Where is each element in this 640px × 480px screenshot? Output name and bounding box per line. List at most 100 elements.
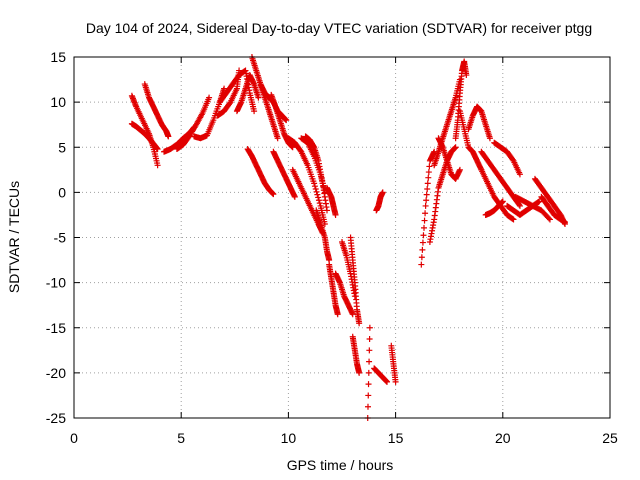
data-point — [366, 336, 373, 343]
series-arc-24 — [347, 234, 363, 327]
series-arc-22 — [332, 270, 356, 318]
y-tick-label: 0 — [58, 184, 66, 200]
data-point — [291, 193, 298, 200]
data-point — [420, 232, 427, 239]
data-point — [206, 94, 213, 101]
data-point — [349, 311, 356, 318]
data-point — [419, 246, 426, 253]
x-tick-label: 15 — [388, 430, 404, 446]
y-tick-label: -5 — [54, 230, 67, 246]
series-arc-44 — [538, 193, 568, 226]
series-arc-37 — [478, 166, 517, 223]
y-tick-label: 5 — [58, 139, 66, 155]
series-arc-05 — [173, 94, 213, 153]
data-point — [283, 117, 290, 124]
data-point — [364, 403, 371, 410]
data-point — [499, 198, 506, 205]
x-tick-label: 0 — [70, 430, 78, 446]
y-tick-label: 10 — [50, 94, 66, 110]
data-point — [426, 163, 433, 170]
series-arc-14 — [270, 148, 298, 200]
data-point — [423, 197, 430, 204]
series-arc-21 — [326, 261, 341, 318]
data-point — [314, 191, 321, 198]
data-point — [425, 174, 432, 181]
x-tick-label: 20 — [495, 430, 511, 446]
data-point — [421, 224, 428, 231]
data-point — [516, 171, 523, 178]
data-point — [392, 378, 399, 385]
data-point — [255, 94, 262, 101]
data-point — [422, 210, 429, 217]
data-point — [365, 369, 372, 376]
series-arc-19 — [313, 207, 333, 264]
data-point — [221, 85, 228, 92]
x-axis-label: GPS time / hours — [287, 457, 394, 473]
data-point — [316, 200, 323, 207]
data-point — [546, 216, 553, 223]
series-arc-11 — [244, 146, 277, 198]
data-point — [332, 211, 339, 218]
x-tick-label: 10 — [281, 430, 297, 446]
data-point — [315, 197, 322, 204]
y-tick-label: -25 — [46, 410, 66, 426]
series-arc-20 — [323, 184, 339, 218]
data-point — [379, 189, 386, 196]
data-point — [423, 191, 430, 198]
y-tick-label: -20 — [46, 365, 66, 381]
data-point — [366, 347, 373, 354]
x-tick-label: 5 — [177, 430, 185, 446]
data-point — [545, 215, 552, 222]
data-point — [452, 144, 459, 151]
y-axis-label: SDTVAR / TECUs — [6, 181, 22, 293]
data-point — [516, 202, 523, 209]
series-arc-33 — [435, 135, 463, 182]
data-point — [289, 144, 296, 151]
series-arc-29 — [388, 342, 399, 385]
data-point — [422, 202, 429, 209]
series-arc-08 — [214, 67, 243, 119]
x-tick-labels: 0 5 10 15 20 25 — [70, 430, 618, 446]
data-point — [323, 207, 330, 214]
data-point — [418, 254, 425, 261]
data-point — [365, 381, 372, 388]
data-point — [251, 108, 258, 115]
series-arc-35 — [456, 108, 485, 173]
data-point — [424, 180, 431, 187]
series-arc-13 — [268, 91, 296, 151]
data-point — [270, 191, 277, 198]
data-point — [274, 135, 281, 142]
series-arc-43 — [531, 175, 568, 227]
y-tick-label: -15 — [46, 320, 66, 336]
data-point — [561, 219, 568, 226]
series-arc-34 — [452, 58, 470, 142]
data-point — [421, 217, 428, 224]
series-arc-36 — [465, 103, 493, 142]
data-point — [311, 180, 318, 187]
data-point — [312, 185, 319, 192]
series-arc-25 — [349, 333, 363, 376]
data-point — [154, 146, 161, 153]
series-arc-42 — [512, 193, 553, 223]
data-point — [536, 198, 543, 205]
data-point — [165, 133, 172, 140]
series-arc-09 — [233, 72, 262, 115]
series-arc-18 — [302, 133, 330, 214]
series-arc-02 — [128, 120, 161, 153]
data-point — [366, 358, 373, 365]
series-arc-03 — [141, 81, 172, 140]
data-point — [486, 135, 493, 142]
data-point — [356, 369, 363, 376]
data-point — [424, 185, 431, 192]
data-point — [366, 324, 373, 331]
data-point — [418, 261, 425, 268]
x-tick-label: 25 — [602, 430, 618, 446]
data-point — [313, 188, 320, 195]
data-point — [510, 216, 517, 223]
data-points — [128, 54, 568, 421]
data-point — [311, 183, 318, 190]
data-point — [365, 392, 372, 399]
y-tick-label: -10 — [46, 275, 66, 291]
